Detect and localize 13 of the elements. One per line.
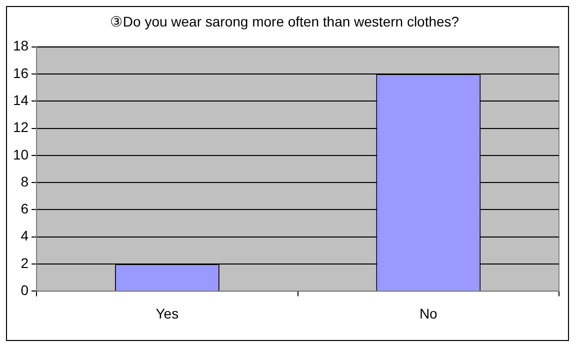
y-tick-label: 2 [20,254,29,271]
chart-title: ③Do you wear sarong more often than western clothes? [110,13,460,30]
y-tick-label: 18 [12,38,29,54]
y-tick-label: 16 [12,64,29,81]
y-tick-label: 8 [20,173,29,190]
y-tick-label: 4 [20,228,29,244]
x-tick-label: No [419,305,438,322]
y-tick-label: 12 [12,119,29,136]
y-tick-label: 0 [20,282,29,298]
y-tick-label: 6 [20,200,29,217]
x-tick-label: Yes [156,305,179,322]
y-tick-label: 14 [12,92,29,108]
y-tick-label: 10 [12,146,29,162]
